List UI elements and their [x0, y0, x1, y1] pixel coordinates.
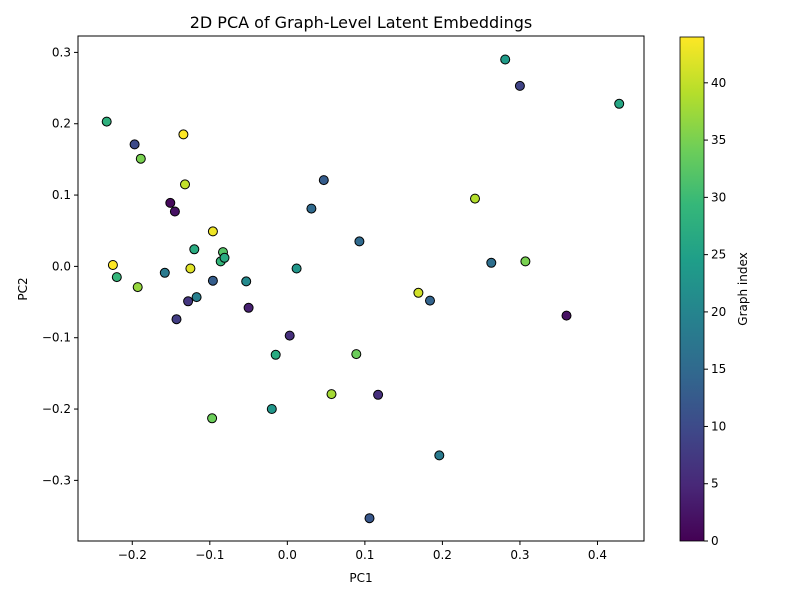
colorbar-tick-label: 10: [711, 419, 726, 433]
y-tick-label: −0.1: [42, 331, 71, 345]
colorbar-ticks: 0 5 10 15 20 25 30 35 40: [704, 76, 726, 548]
colorbar-tick-label: 20: [711, 305, 726, 319]
scatter-point-36: [425, 295, 435, 306]
scatter-point-28: [306, 203, 317, 214]
scatter-point-38: [470, 193, 480, 204]
scatter-point-33: [373, 389, 384, 400]
y-axis-ticks: −0.3 −0.2 −0.1 0.0 0.1 0.2 0.3: [42, 45, 78, 487]
x-tick-label: 0.0: [278, 548, 297, 562]
colorbar-border: [679, 36, 705, 542]
y-tick-label: 0.3: [52, 45, 71, 59]
scatter-point-9: [111, 272, 122, 283]
colorbar: 0 5 10 15 20 25 30 35 40 Graph index: [679, 36, 750, 548]
scatter-point-12: [171, 314, 182, 325]
scatter-point-0: [101, 116, 112, 127]
scatter-point-31: [351, 349, 362, 360]
y-axis-label: PC2: [16, 277, 30, 300]
x-tick-label: −0.2: [118, 548, 147, 562]
scatter-point-40: [500, 54, 511, 65]
scatter-point-22: [243, 302, 254, 313]
scatter-point-4: [165, 197, 176, 208]
colorbar-tick-label: 30: [711, 190, 726, 204]
scatter-point-15: [189, 244, 200, 255]
x-tick-label: 0.4: [588, 548, 607, 562]
x-tick-label: 0.3: [510, 548, 529, 562]
y-tick-label: −0.3: [42, 473, 71, 487]
colorbar-label: Graph index: [736, 252, 750, 325]
y-tick-label: 0.2: [52, 117, 71, 131]
scatter-point-5: [169, 206, 180, 217]
scatter-point-43: [561, 310, 572, 321]
scatter-point-13: [183, 296, 194, 307]
scatter-point-25: [270, 349, 281, 360]
scatter-point-2: [135, 153, 146, 164]
scatter-point-21: [241, 276, 252, 287]
plot-border: [77, 35, 645, 542]
scatter-point-14: [185, 263, 196, 274]
colorbar-gradient: [680, 37, 704, 541]
scatter-point-44: [614, 98, 625, 109]
scatter-point-8: [107, 260, 118, 270]
scatter-point-34: [364, 513, 375, 524]
scatter-point-6: [180, 179, 190, 190]
scatter-point-41: [514, 80, 525, 91]
colorbar-tick-label: 40: [711, 76, 726, 90]
scatter-point-11: [159, 267, 170, 278]
colorbar-tick-label: 15: [711, 362, 726, 376]
y-tick-label: −0.2: [42, 402, 71, 416]
scatter-point-24: [266, 404, 277, 414]
plot-area: −0.2 −0.1 0.0 0.1 0.2 0.3 0.4 −0.3 −0.2 −0.1 0.0 0…: [42, 35, 645, 562]
x-tick-label: 0.1: [355, 548, 374, 562]
scatter-point-27: [291, 263, 302, 274]
scatter-point-39: [486, 257, 497, 268]
scatter-point-7: [207, 226, 218, 237]
y-tick-label: 0.1: [52, 188, 71, 202]
scatter-point-16: [191, 292, 202, 303]
colorbar-tick-label: 25: [711, 248, 726, 262]
colorbar-tick-label: 35: [711, 133, 726, 147]
scatter-point-26: [284, 330, 295, 341]
plot-background: [78, 36, 644, 541]
scatter-point-3: [178, 129, 189, 140]
x-axis-ticks: −0.2 −0.1 0.0 0.1 0.2 0.3 0.4: [118, 541, 607, 562]
x-tick-label: −0.1: [195, 548, 224, 562]
x-axis-label: PC1: [349, 571, 372, 585]
data-points: [101, 54, 625, 524]
x-tick-label: 0.2: [433, 548, 452, 562]
scatter-point-42: [520, 256, 531, 267]
scatter-point-29: [318, 175, 329, 186]
y-tick-label: 0.0: [52, 259, 71, 273]
scatter-point-20: [219, 252, 230, 263]
scatter-point-10: [132, 282, 143, 293]
scatter-point-37: [434, 450, 445, 461]
scatter-point-23: [207, 413, 218, 424]
scatter-point-17: [207, 275, 218, 286]
scatter-point-35: [413, 287, 424, 298]
chart-title: 2D PCA of Graph-Level Latent Embeddings: [190, 13, 533, 32]
scatter-point-1: [129, 139, 140, 150]
scatter-point-30: [326, 389, 337, 400]
colorbar-tick-label: 0: [711, 534, 719, 548]
scatter-point-32: [354, 236, 365, 247]
colorbar-tick-label: 5: [711, 477, 719, 491]
